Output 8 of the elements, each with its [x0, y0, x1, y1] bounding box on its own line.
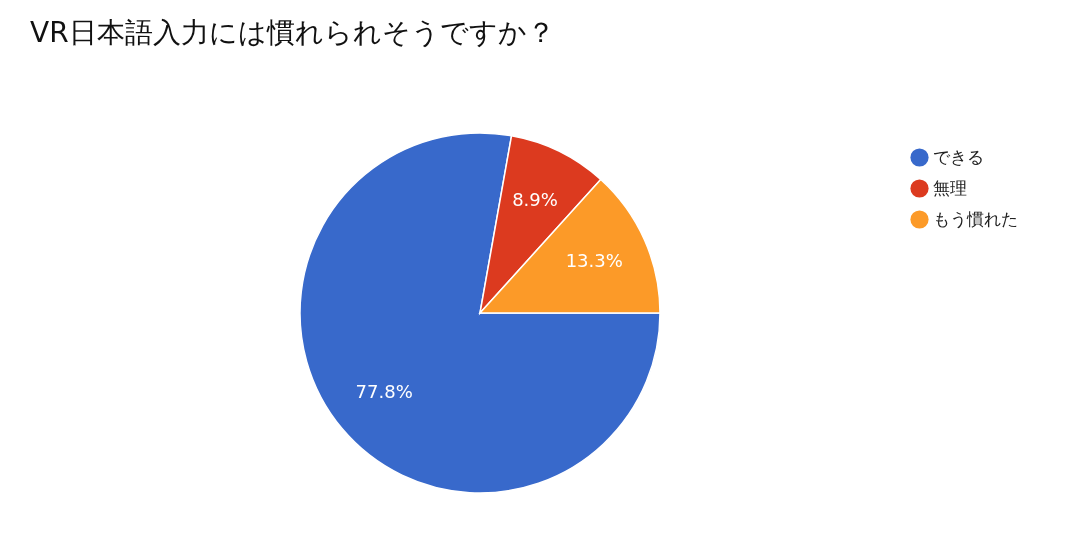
legend-label: できる [933, 146, 984, 167]
data-label: 8.9% [512, 188, 558, 210]
chart-title: VR日本語入力には慣れられそうですか？ [30, 16, 555, 49]
data-label: 77.8% [355, 381, 413, 403]
data-label: 13.3% [565, 250, 623, 272]
legend-label: 無理 [933, 177, 967, 198]
legend-label: もう慣れた [933, 208, 1018, 229]
pie-slice [299, 132, 661, 494]
